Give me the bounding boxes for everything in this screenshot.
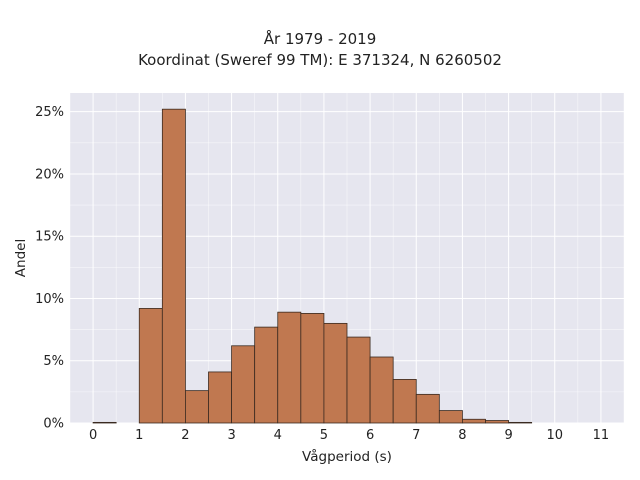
chart-subtitle: Koordinat (Sweref 99 TM): E 371324, N 62… xyxy=(138,51,502,69)
y-axis-label: Andel xyxy=(13,239,29,277)
histogram-bar xyxy=(485,420,509,424)
histogram-bar xyxy=(415,393,440,424)
y-tick-label: 0% xyxy=(43,417,64,432)
histogram-bar xyxy=(392,379,417,424)
histogram-bar xyxy=(369,356,394,424)
histogram-bar xyxy=(277,311,302,424)
x-tick-label: 5 xyxy=(320,428,328,443)
histogram-bar xyxy=(92,421,117,424)
x-tick-label: 2 xyxy=(181,428,189,443)
histogram-bar xyxy=(254,326,279,424)
histogram-bar xyxy=(462,418,486,424)
histogram-bar xyxy=(138,308,163,424)
x-tick-label: 4 xyxy=(274,428,282,443)
chart-title: År 1979 - 2019 xyxy=(263,30,377,48)
histogram-bar xyxy=(208,371,232,424)
y-tick-label: 20% xyxy=(35,167,64,182)
x-tick-label: 9 xyxy=(504,428,512,443)
histogram-bar xyxy=(346,336,371,424)
x-tick-label: 1 xyxy=(135,428,143,443)
x-tick-label: 3 xyxy=(227,428,235,443)
x-tick-label: 10 xyxy=(546,428,563,443)
histogram-bar xyxy=(438,410,463,424)
x-axis-label: Vågperiod (s) xyxy=(302,448,392,465)
histogram-bar xyxy=(300,313,325,424)
x-tick-label: 7 xyxy=(412,428,420,443)
x-tick-label: 8 xyxy=(458,428,466,443)
y-tick-label: 25% xyxy=(35,105,64,120)
y-tick-label: 5% xyxy=(43,354,64,369)
histogram-bar xyxy=(508,421,533,424)
histogram-bar xyxy=(323,322,348,424)
histogram-bar xyxy=(185,390,209,424)
x-tick-label: 0 xyxy=(89,428,97,443)
x-tick-label: 11 xyxy=(593,428,610,443)
y-tick-label: 10% xyxy=(35,292,64,307)
histogram-bar xyxy=(161,108,186,424)
y-tick-label: 15% xyxy=(35,230,64,245)
histogram-bar xyxy=(231,345,256,424)
x-tick-label: 6 xyxy=(366,428,374,443)
